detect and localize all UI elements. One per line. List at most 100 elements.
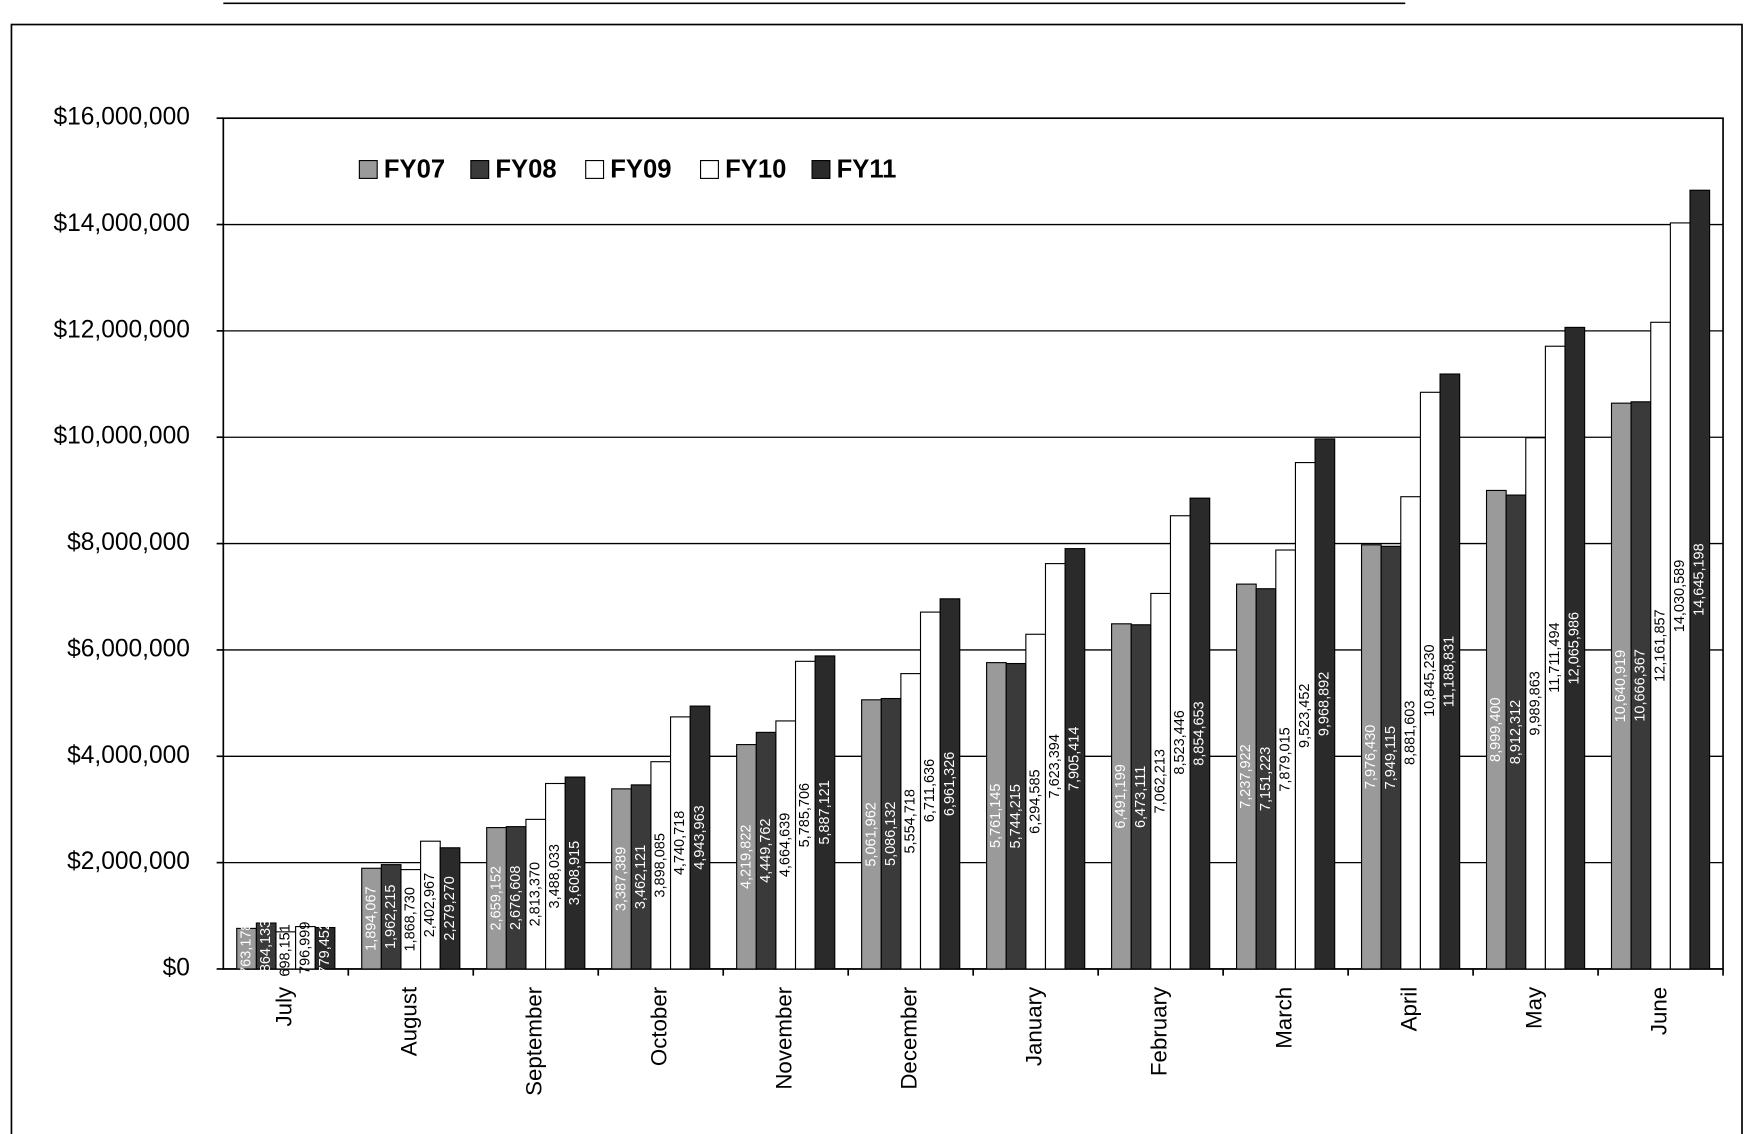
legend-label: FY10 [725, 155, 786, 183]
bar [439, 847, 461, 970]
value-label: 9,523,452 [1297, 684, 1313, 748]
bar [939, 598, 961, 970]
value-label: 10,845,230 [1422, 644, 1438, 717]
value-label: 864,133 [258, 920, 274, 972]
value-label: 11,188,831 [1442, 636, 1458, 707]
value-label: 10,640,919 [1613, 650, 1629, 723]
value-label: 5,761,145 [988, 784, 1004, 848]
value-label: 5,061,962 [863, 802, 879, 866]
x-tick-label: August [397, 986, 422, 1056]
y-tick-label: $12,000,000 [54, 316, 190, 343]
value-label: 8,912,312 [1508, 700, 1524, 764]
bar [314, 926, 336, 970]
value-label: 7,949,115 [1383, 726, 1399, 789]
value-label: 8,854,653 [1192, 701, 1208, 765]
legend-label: FY09 [610, 155, 671, 183]
legend-label: FY07 [384, 155, 445, 183]
value-label: 14,645,198 [1692, 543, 1708, 616]
value-label: 9,989,863 [1527, 671, 1543, 735]
value-label: 2,813,370 [528, 862, 544, 926]
y-tick-label: $4,000,000 [67, 742, 190, 769]
x-tick-label: October [647, 986, 672, 1066]
x-tick-label: November [772, 986, 797, 1089]
x-tick-label: February [1147, 986, 1172, 1076]
bar [814, 655, 836, 970]
value-label: 4,449,762 [758, 818, 774, 882]
x-tick-label: April [1396, 987, 1421, 1032]
value-label: 5,554,718 [903, 789, 919, 853]
chart-frame [10, 23, 1743, 1134]
x-tick-label: March [1272, 987, 1297, 1049]
value-label: 3,898,085 [653, 833, 669, 897]
value-label: 4,740,718 [672, 811, 688, 875]
value-label: 4,664,639 [778, 813, 794, 877]
x-tick-label: May [1521, 986, 1546, 1029]
y-tick-label: $10,000,000 [54, 423, 190, 450]
value-label: 8,881,603 [1402, 701, 1418, 765]
value-label: 2,659,152 [488, 866, 504, 930]
legend-label: FY11 [837, 155, 897, 183]
value-label: 796,999 [297, 922, 313, 974]
value-label: 7,237,922 [1238, 744, 1254, 808]
y-tick-label: $0 [163, 954, 190, 981]
bar [1689, 189, 1711, 970]
value-label: 1,894,067 [363, 886, 379, 950]
bar [564, 776, 586, 970]
value-label: 7,976,430 [1363, 725, 1379, 789]
value-label: 5,785,706 [797, 783, 813, 847]
bar [1439, 373, 1461, 970]
value-label: 6,473,111 [1133, 766, 1149, 828]
value-label: 6,294,585 [1027, 769, 1043, 833]
value-label: 4,219,822 [738, 825, 754, 889]
value-label: 5,887,121 [817, 780, 833, 844]
legend-swatch [358, 160, 378, 179]
x-tick-label: January [1022, 986, 1047, 1066]
value-label: 763,178 [238, 923, 254, 975]
value-label: 6,711,636 [922, 759, 938, 822]
value-label: 5,744,215 [1008, 784, 1024, 848]
x-tick-label: July [272, 986, 297, 1027]
legend-swatch [699, 160, 719, 179]
value-label: 6,491,199 [1113, 764, 1129, 828]
value-label: 3,488,033 [547, 844, 563, 908]
value-label: 9,968,892 [1317, 672, 1333, 736]
value-label: 3,387,389 [613, 847, 629, 911]
value-label: 779,452 [317, 922, 333, 974]
bar [1314, 438, 1336, 970]
value-label: 6,961,326 [942, 752, 958, 816]
bar [689, 705, 711, 970]
x-tick-label: June [1646, 987, 1671, 1035]
value-label: 12,065,986 [1567, 612, 1583, 685]
value-label: 7,879,015 [1277, 727, 1293, 791]
legend-swatch [811, 160, 831, 179]
value-label: 7,062,213 [1152, 749, 1168, 813]
x-tick-label: September [522, 986, 547, 1096]
bar [1189, 497, 1211, 970]
y-tick-label: $8,000,000 [67, 529, 190, 556]
value-label: 7,151,223 [1258, 747, 1274, 811]
value-label: 14,030,589 [1672, 560, 1688, 633]
value-label: 12,161,857 [1652, 609, 1668, 682]
value-label: 8,999,400 [1488, 697, 1504, 761]
value-label: 4,943,963 [692, 805, 708, 869]
x-tick-label: December [897, 986, 922, 1089]
value-label: 8,523,446 [1172, 710, 1188, 774]
legend-label: FY08 [495, 155, 556, 183]
y-tick-label: $6,000,000 [67, 635, 190, 662]
y-tick-label: $16,000,000 [54, 104, 190, 131]
value-label: 7,623,394 [1047, 734, 1063, 798]
bar [1064, 548, 1086, 970]
value-label: 2,402,967 [422, 873, 438, 937]
y-tick-label: $2,000,000 [67, 848, 190, 875]
legend-swatch [470, 160, 490, 179]
value-label: 2,279,270 [442, 876, 458, 940]
value-label: 5,086,132 [883, 802, 899, 866]
value-label: 1,868,730 [403, 887, 419, 951]
value-label: 3,608,915 [567, 841, 583, 905]
bar [1564, 326, 1586, 970]
value-label: 3,462,121 [633, 845, 649, 909]
legend-swatch [585, 160, 605, 179]
value-label: 1,962,215 [383, 885, 399, 949]
value-label: 11,711,494 [1547, 622, 1563, 692]
